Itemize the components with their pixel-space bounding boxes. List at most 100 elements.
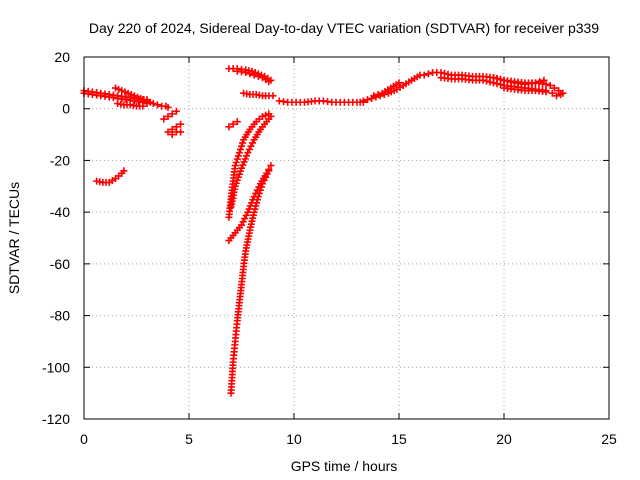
y-tick-label: -60	[50, 256, 70, 272]
x-tick-label: 5	[185, 431, 193, 447]
data-point	[134, 93, 142, 101]
data-point	[168, 131, 176, 139]
data-point	[254, 72, 262, 80]
data-point	[130, 92, 138, 100]
chart-title: Day 220 of 2024, Sidereal Day-to-day VTE…	[89, 20, 599, 36]
series-seg-plunge	[227, 167, 273, 397]
data-point	[121, 88, 129, 96]
data-point	[242, 69, 250, 77]
data-point	[137, 94, 145, 102]
data-point	[540, 76, 548, 84]
data-point	[146, 98, 154, 106]
data-point	[255, 189, 263, 197]
series-seg-mid-b	[370, 79, 403, 100]
y-tick-label: -20	[50, 152, 70, 168]
series-seg-neg28	[93, 167, 128, 186]
data-point	[557, 90, 565, 98]
data-point	[120, 167, 128, 175]
data-point	[497, 75, 504, 83]
x-tick-label: 20	[496, 431, 512, 447]
data-point	[233, 155, 241, 163]
data-point	[359, 97, 367, 105]
data-point	[553, 92, 560, 100]
data-point	[250, 71, 258, 79]
data-point	[177, 120, 185, 128]
data-point	[370, 92, 378, 100]
data-point	[493, 75, 501, 83]
data-point	[154, 101, 161, 109]
data-point	[479, 76, 487, 84]
data-point	[490, 74, 497, 82]
series-seg-9-13h	[275, 97, 367, 106]
data-point	[164, 112, 172, 120]
data-point	[504, 77, 511, 85]
series-seg-4h-a	[160, 107, 180, 123]
y-tick-label: -80	[50, 308, 70, 324]
series-seg-late-d	[500, 84, 550, 96]
data-point	[139, 102, 147, 110]
data-point	[555, 87, 563, 95]
data-point	[256, 186, 264, 194]
y-tick-label: 0	[62, 101, 70, 117]
series-seg-end-b	[548, 89, 565, 100]
data-point	[234, 152, 242, 160]
data-point	[172, 107, 180, 115]
data-point	[127, 90, 135, 98]
data-point	[118, 87, 126, 95]
data-point	[112, 84, 119, 92]
data-point	[269, 92, 277, 100]
data-point	[536, 78, 544, 86]
data-point	[550, 84, 558, 92]
data-point	[424, 70, 432, 78]
grid	[84, 57, 609, 419]
series-seg-top-b	[233, 67, 273, 86]
data-point	[500, 76, 508, 84]
data-point	[546, 81, 554, 89]
data-point	[267, 112, 275, 120]
x-tick-label: 10	[286, 431, 302, 447]
series-seg-end	[546, 81, 567, 97]
data-point	[374, 90, 382, 98]
data-point	[542, 88, 550, 96]
data-point	[486, 78, 494, 86]
data-point	[259, 112, 266, 120]
data-point	[235, 149, 243, 157]
data-point	[548, 89, 556, 97]
data-point	[164, 128, 172, 136]
data-point	[177, 128, 185, 136]
series-seg-early-d	[114, 100, 147, 110]
data-point	[124, 89, 132, 97]
series-seg-steep-a	[225, 110, 273, 221]
data-point	[420, 71, 428, 79]
series-seg-4h-c	[168, 128, 185, 139]
data-point	[265, 78, 273, 86]
data-point	[164, 103, 172, 111]
data-point	[364, 96, 371, 104]
data-point	[267, 162, 275, 170]
data-point	[231, 162, 239, 170]
series-seg-7h-short	[225, 118, 241, 131]
data-point	[542, 80, 550, 88]
y-tick-label: -120	[42, 411, 70, 427]
series-seg-3h	[154, 101, 172, 111]
series-seg-late-c	[490, 74, 548, 88]
data-point	[140, 96, 148, 104]
y-axis-title: SDTVAR / TECUs	[6, 182, 22, 294]
series-seg-steep-b	[227, 112, 275, 211]
data-point	[483, 77, 490, 85]
data-point	[238, 142, 245, 150]
data-points	[80, 65, 567, 397]
data-point	[246, 70, 254, 78]
data-point	[257, 183, 265, 191]
data-point	[143, 97, 151, 105]
y-tick-label: -100	[42, 359, 70, 375]
y-tick-label: -40	[50, 204, 70, 220]
data-point	[532, 79, 539, 87]
data-point	[236, 145, 244, 153]
x-tick-label: 15	[391, 431, 407, 447]
data-point	[149, 100, 157, 108]
series-seg-early-c	[112, 84, 157, 108]
data-point	[395, 79, 403, 87]
data-point	[233, 118, 241, 126]
